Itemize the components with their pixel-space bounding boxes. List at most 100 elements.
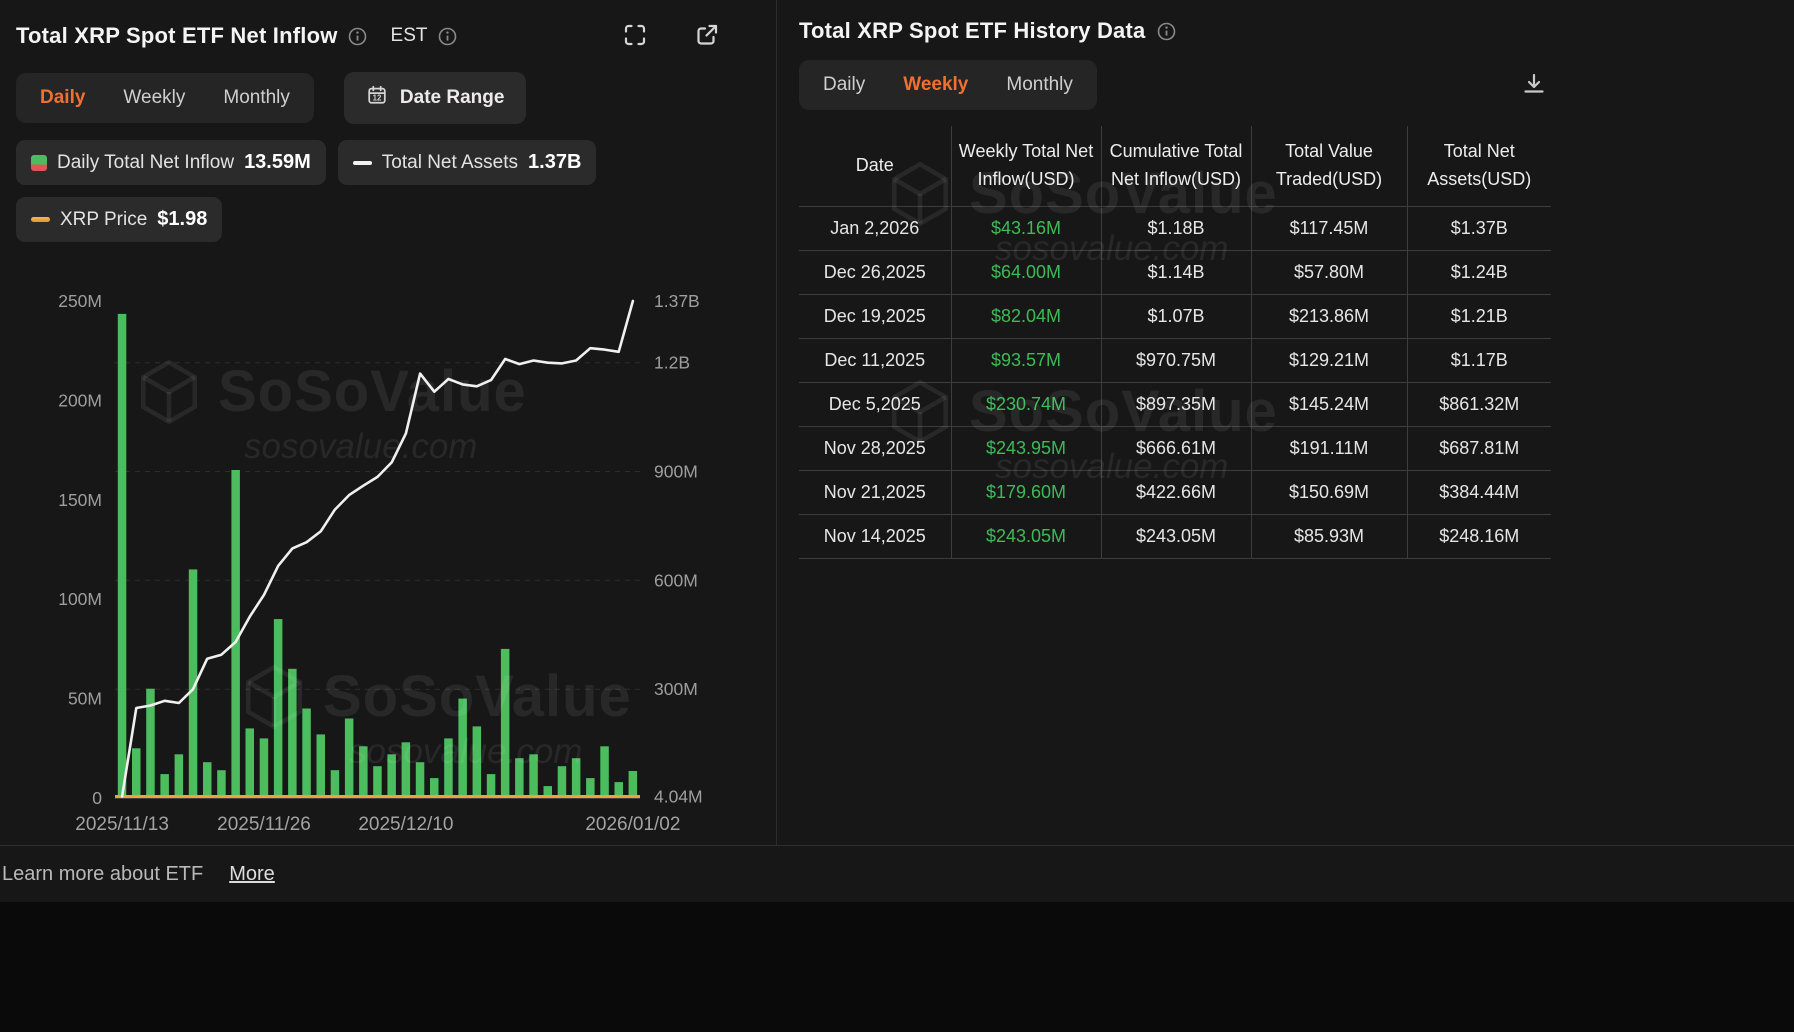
cell-date: Dec 11,2025 xyxy=(799,338,951,383)
history-tab-monthly[interactable]: Monthly xyxy=(987,65,1092,105)
history-table: Date Weekly Total Net Inflow(USD) Cumulati… xyxy=(799,126,1551,559)
date-range-label: Date Range xyxy=(399,87,505,108)
history-header: Total XRP Spot ETF History Data xyxy=(799,12,1794,50)
cell-cumulative-inflow: $897.35M xyxy=(1100,382,1251,427)
cell-weekly-inflow: $93.57M xyxy=(950,338,1101,383)
cell-date: Nov 14,2025 xyxy=(799,514,951,559)
cell-value-traded: $57.80M xyxy=(1250,250,1407,295)
net-inflow-title: Total XRP Spot ETF Net Inflow xyxy=(16,23,338,48)
legend-xrp-price[interactable]: XRP Price $1.98 xyxy=(16,197,223,242)
svg-text:2025/11/26: 2025/11/26 xyxy=(217,814,311,835)
fullscreen-icon xyxy=(622,22,648,51)
timezone-info-icon[interactable] xyxy=(438,27,457,46)
svg-text:50M: 50M xyxy=(68,689,102,709)
inflow-swatch-icon xyxy=(31,154,47,171)
svg-text:100M: 100M xyxy=(58,589,102,609)
cell-net-assets: $1.24B xyxy=(1406,250,1551,295)
table-row: Dec 11,2025 $93.57M $970.75M $129.21M $1.17B xyxy=(799,338,1551,383)
cell-net-assets: $1.21B xyxy=(1406,294,1551,339)
cell-weekly-inflow: $82.04M xyxy=(950,294,1101,339)
cell-net-assets: $1.17B xyxy=(1406,338,1551,383)
svg-text:4.04M: 4.04M xyxy=(654,787,703,807)
legend-label: XRP Price xyxy=(60,208,148,230)
cell-weekly-inflow: $179.60M xyxy=(950,470,1101,515)
net-inflow-panel: Total XRP Spot ETF Net Inflow EST xyxy=(0,0,776,845)
download-icon xyxy=(1521,71,1547,100)
svg-text:150M: 150M xyxy=(58,490,102,510)
footer-bar: Learn more about ETF More xyxy=(0,845,1794,902)
svg-text:1.2B: 1.2B xyxy=(654,353,690,373)
footer-text: Learn more about ETF xyxy=(2,862,204,885)
history-data-panel: Total XRP Spot ETF History Data Daily Wee… xyxy=(776,0,1794,845)
fullscreen-button[interactable] xyxy=(618,18,652,55)
cell-value-traded: $117.45M xyxy=(1250,206,1407,251)
svg-text:1.37B: 1.37B xyxy=(654,291,700,311)
tab-weekly[interactable]: Weekly xyxy=(104,78,204,118)
table-row: Nov 14,2025 $243.05M $243.05M $85.93M $248.1… xyxy=(799,514,1551,559)
cell-value-traded: $213.86M xyxy=(1250,294,1407,339)
column-header: Total Value Traded(USD) xyxy=(1250,126,1407,207)
bottom-strip xyxy=(0,902,1794,1032)
history-info-icon[interactable] xyxy=(1157,22,1176,41)
svg-text:900M: 900M xyxy=(654,462,698,482)
legend-total-net-assets[interactable]: Total Net Assets 1.37B xyxy=(337,140,597,185)
svg-text:250M: 250M xyxy=(58,291,102,311)
legend-value: 1.37B xyxy=(528,151,582,173)
table-row: Dec 19,2025 $82.04M $1.07B $213.86M $1.21B xyxy=(799,294,1551,339)
cell-value-traded: $129.21M xyxy=(1250,338,1407,383)
main-content: Total XRP Spot ETF Net Inflow EST xyxy=(0,0,1794,845)
legend-daily-net-inflow[interactable]: Daily Total Net Inflow 13.59M xyxy=(16,140,326,185)
legend-value: 13.59M xyxy=(244,151,311,173)
calendar-icon: 12 xyxy=(366,84,388,112)
tab-monthly[interactable]: Monthly xyxy=(204,78,309,118)
svg-text:2026/01/02: 2026/01/02 xyxy=(585,814,680,835)
cell-weekly-inflow: $243.95M xyxy=(950,426,1101,471)
table-row: Jan 2,2026 $43.16M $1.18B $117.45M $1.37B xyxy=(799,206,1551,251)
cell-value-traded: $145.24M xyxy=(1250,382,1407,427)
net-inflow-info-icon[interactable] xyxy=(348,27,367,46)
chart-legend: Daily Total Net Inflow 13.59M Total Net … xyxy=(16,140,760,242)
chart-canvas-wrap: SoSoValue sosovalue.com SoSoValue sosova… xyxy=(16,248,760,848)
cell-cumulative-inflow: $666.61M xyxy=(1100,426,1251,471)
cell-value-traded: $150.69M xyxy=(1250,470,1407,515)
share-icon xyxy=(694,22,720,51)
cell-cumulative-inflow: $1.07B xyxy=(1100,294,1251,339)
cell-date: Dec 5,2025 xyxy=(799,382,951,427)
history-tab-weekly[interactable]: Weekly xyxy=(884,65,987,105)
cell-date: Dec 19,2025 xyxy=(799,294,951,339)
footer-more-link[interactable]: More xyxy=(229,862,275,885)
share-button[interactable] xyxy=(690,18,724,55)
chart-canvas[interactable]: 1.37B 1.2B 900M 600M 300M 4.04M 250M 200M 150M 10… xyxy=(16,248,760,853)
cell-net-assets: $861.32M xyxy=(1406,382,1551,427)
cell-value-traded: $85.93M xyxy=(1250,514,1407,559)
svg-text:2025/11/13: 2025/11/13 xyxy=(75,814,169,835)
tab-daily[interactable]: Daily xyxy=(21,78,104,118)
history-tab-daily[interactable]: Daily xyxy=(804,65,884,105)
history-title: Total XRP Spot ETF History Data xyxy=(799,18,1146,43)
column-header: Cumulative Total Net Inflow(USD) xyxy=(1100,126,1251,207)
assets-swatch-icon xyxy=(352,160,372,165)
chart-controls: Daily Weekly Monthly 12 Date Range xyxy=(16,72,760,124)
cell-value-traded: $191.11M xyxy=(1250,426,1407,471)
history-controls: Daily Weekly Monthly xyxy=(799,60,1551,110)
cell-date: Jan 2,2026 xyxy=(799,206,951,251)
cell-weekly-inflow: $43.16M xyxy=(950,206,1101,251)
cell-weekly-inflow: $64.00M xyxy=(950,250,1101,295)
column-header: Total Net Assets(USD) xyxy=(1406,126,1551,207)
legend-value: $1.98 xyxy=(157,208,208,230)
column-header: Date xyxy=(799,126,951,207)
table-row: Nov 21,2025 $179.60M $422.66M $150.69M $384.… xyxy=(799,470,1551,515)
cell-weekly-inflow: $230.74M xyxy=(950,382,1101,427)
svg-text:300M: 300M xyxy=(654,679,698,699)
price-swatch-icon xyxy=(31,217,50,222)
date-range-button[interactable]: 12 Date Range xyxy=(343,72,527,124)
cell-cumulative-inflow: $970.75M xyxy=(1100,338,1251,383)
cell-net-assets: $384.44M xyxy=(1406,470,1551,515)
download-button[interactable] xyxy=(1517,67,1551,104)
cell-cumulative-inflow: $1.18B xyxy=(1100,206,1251,251)
table-row: Nov 28,2025 $243.95M $666.61M $191.11M $687.… xyxy=(799,426,1551,471)
table-row: Dec 5,2025 $230.74M $897.35M $145.24M $861.3… xyxy=(799,382,1551,427)
table-row: Dec 26,2025 $64.00M $1.14B $57.80M $1.24B xyxy=(799,250,1551,295)
history-table-body: Jan 2,2026 $43.16M $1.18B $117.45M $1.37B Dec… xyxy=(799,206,1551,559)
